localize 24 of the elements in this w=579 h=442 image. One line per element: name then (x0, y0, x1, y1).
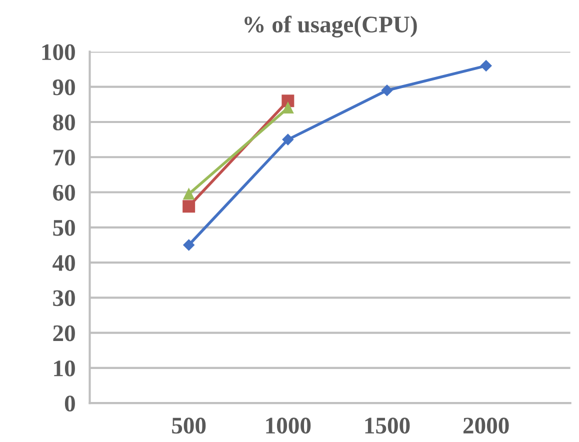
y-tick-label: 30 (53, 290, 75, 306)
point (381, 84, 393, 96)
y-tick-label: 50 (53, 220, 75, 236)
y-tick-label: 90 (52, 79, 75, 96)
y-tick-label: 20 (53, 325, 75, 342)
x-tick-label: 1500 (365, 418, 410, 434)
y-tick-label: 80 (53, 114, 75, 130)
chart-title: % of usage(CPU) (244, 16, 417, 38)
y-tick-label: 70 (54, 150, 75, 166)
point (480, 60, 492, 72)
point (182, 200, 196, 213)
y-tick-label: 60 (53, 184, 75, 201)
x-tick-label: 2000 (463, 418, 509, 434)
point (282, 102, 294, 114)
point (183, 188, 194, 200)
y-tick-label: 10 (54, 360, 75, 376)
y-tick-label: 0 (64, 396, 75, 412)
point (282, 94, 294, 108)
x-tick-label: 500 (172, 418, 206, 434)
point (282, 134, 294, 146)
x-tick-label: 1000 (266, 418, 311, 434)
y-tick-label: 100 (42, 44, 75, 60)
point (183, 239, 194, 251)
y-tick-label: 40 (52, 255, 75, 271)
